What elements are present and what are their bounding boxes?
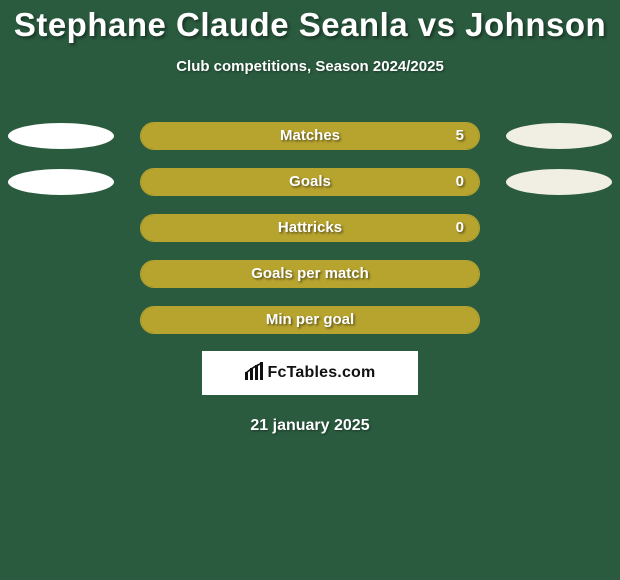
stat-bar-fill xyxy=(141,215,479,241)
stat-bar xyxy=(140,306,480,334)
player-right-avatar xyxy=(506,169,612,195)
stat-row: Matches 5 xyxy=(0,113,620,159)
stat-bar xyxy=(140,214,480,242)
stat-bar xyxy=(140,260,480,288)
stat-bar xyxy=(140,122,480,150)
comparison-card: Stephane Claude Seanla vs Johnson Club c… xyxy=(0,0,620,580)
player-right-avatar xyxy=(506,123,612,149)
stat-row: Min per goal xyxy=(0,297,620,343)
stat-bar xyxy=(140,168,480,196)
page-title: Stephane Claude Seanla vs Johnson xyxy=(0,0,620,44)
brand-badge[interactable]: FcTables.com xyxy=(202,351,418,395)
brand-text: FcTables.com xyxy=(268,364,376,381)
stat-bar-fill xyxy=(141,169,479,195)
player-left-avatar xyxy=(8,169,114,195)
stat-bar-fill xyxy=(141,261,479,287)
stat-bar-fill xyxy=(141,123,479,149)
player-left-avatar xyxy=(8,123,114,149)
stat-row: Goals 0 xyxy=(0,159,620,205)
stat-row: Goals per match xyxy=(0,251,620,297)
stat-bar-fill xyxy=(141,307,479,333)
page-subtitle: Club competitions, Season 2024/2025 xyxy=(0,58,620,75)
stats-list: Matches 5 Goals 0 Hattricks 0 xyxy=(0,113,620,343)
chart-icon xyxy=(245,362,265,380)
snapshot-date: 21 january 2025 xyxy=(0,417,620,435)
stat-row: Hattricks 0 xyxy=(0,205,620,251)
